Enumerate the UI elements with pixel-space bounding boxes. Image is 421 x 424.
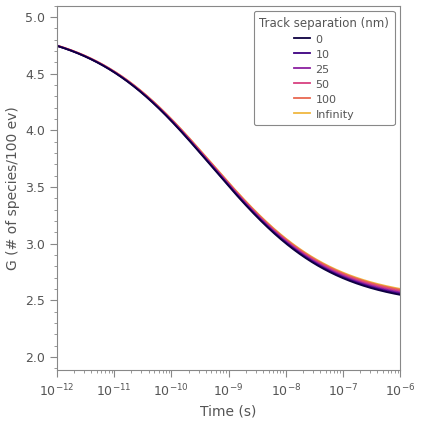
0 [354,281,359,286]
Line: 50: 50 [57,46,400,291]
Infinity [54,43,59,48]
50 [93,59,99,64]
100 [114,70,119,75]
50 [354,277,359,282]
Line: 0: 0 [57,46,400,295]
25 [398,290,403,295]
10 [201,154,206,159]
Infinity [93,59,99,64]
10 [54,43,59,48]
10 [114,71,119,76]
50 [186,136,191,141]
10 [398,291,403,296]
100 [201,152,206,157]
100 [398,287,403,292]
50 [201,153,206,158]
100 [186,135,191,140]
0 [186,137,191,142]
0 [54,43,59,48]
10 [186,137,191,142]
0 [391,291,396,296]
0 [201,154,206,159]
10 [354,280,359,285]
25 [114,71,119,76]
Line: 10: 10 [57,46,400,294]
Infinity [391,285,396,290]
Y-axis label: G (# of species/100 ev): G (# of species/100 ev) [5,106,19,270]
50 [54,43,59,48]
25 [391,289,396,294]
Infinity [354,275,359,280]
25 [54,43,59,48]
25 [354,279,359,284]
25 [186,136,191,141]
Line: 100: 100 [57,45,400,290]
25 [93,59,99,64]
Legend: 0, 10, 25, 50, 100, Infinity: 0, 10, 25, 50, 100, Infinity [254,11,395,125]
50 [114,71,119,76]
10 [391,290,396,295]
100 [391,286,396,291]
100 [93,59,99,64]
0 [398,292,403,297]
Infinity [201,151,206,156]
X-axis label: Time (s): Time (s) [200,404,257,418]
Line: 25: 25 [57,46,400,293]
0 [93,59,99,64]
25 [201,153,206,158]
50 [398,288,403,293]
Infinity [186,135,191,140]
10 [93,59,99,64]
Line: Infinity: Infinity [57,45,400,289]
100 [354,276,359,281]
Infinity [114,70,119,75]
50 [391,287,396,292]
0 [114,71,119,76]
100 [54,43,59,48]
Infinity [398,286,403,291]
